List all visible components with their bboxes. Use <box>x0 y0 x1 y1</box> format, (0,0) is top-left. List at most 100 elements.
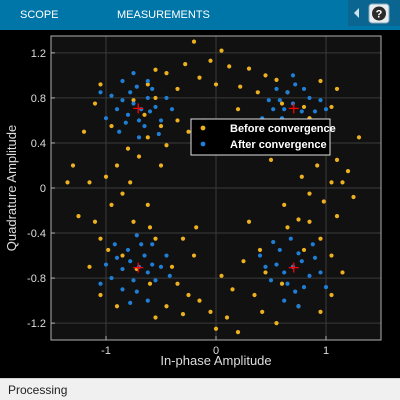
point-before-convergence <box>340 270 345 275</box>
point-after-convergence <box>153 104 158 110</box>
point-after-convergence <box>145 270 150 275</box>
point-before-convergence <box>147 281 153 286</box>
point-after-convergence <box>257 253 263 258</box>
point-before-convergence <box>197 75 202 80</box>
point-before-convergence <box>87 180 92 185</box>
point-after-convergence <box>263 264 268 269</box>
point-after-convergence <box>150 86 155 92</box>
legend[interactable]: Before convergence After convergence <box>190 118 336 156</box>
point-before-convergence <box>263 73 268 78</box>
svg-text:?: ? <box>376 9 383 21</box>
point-before-convergence <box>235 107 241 112</box>
point-after-convergence <box>293 289 298 294</box>
point-after-convergence <box>128 259 133 264</box>
point-after-convergence <box>282 107 287 112</box>
point-before-convergence <box>106 247 111 253</box>
point-before-convergence <box>109 123 114 129</box>
point-after-convergence <box>134 84 139 89</box>
point-before-convergence <box>145 82 150 87</box>
point-before-convergence <box>98 292 103 298</box>
y-axis-label: Quadrature Amplitude <box>4 125 19 251</box>
point-before-convergence <box>142 112 147 117</box>
point-before-convergence <box>334 157 340 162</box>
point-after-convergence <box>164 253 169 258</box>
point-after-convergence <box>142 123 147 129</box>
point-after-convergence <box>131 101 136 106</box>
point-after-convergence <box>296 251 301 256</box>
help-area: ? <box>342 0 400 30</box>
point-after-convergence <box>285 281 290 286</box>
point-before-convergence <box>153 236 158 241</box>
point-after-convergence <box>120 287 125 292</box>
point-after-convergence <box>277 98 282 103</box>
point-after-convergence <box>128 300 133 305</box>
help-question-icon[interactable]: ? <box>368 3 390 24</box>
point-before-convergence <box>213 326 219 331</box>
point-after-convergence <box>134 233 139 238</box>
y-tick-label: 0 <box>40 183 46 195</box>
point-after-convergence <box>109 275 114 281</box>
point-before-convergence <box>213 82 219 87</box>
point-after-convergence <box>301 86 307 92</box>
point-before-convergence <box>318 78 323 84</box>
reference-point-marker <box>288 103 299 114</box>
y-tick-label: -0.4 <box>27 228 46 240</box>
point-before-convergence <box>334 86 340 92</box>
point-before-convergence <box>208 309 213 314</box>
point-before-convergence <box>114 304 120 309</box>
point-after-convergence <box>296 304 301 309</box>
point-before-convergence <box>103 174 109 179</box>
point-before-convergence <box>191 39 197 44</box>
x-tick-label: 1 <box>323 345 329 357</box>
point-before-convergence <box>153 67 158 72</box>
point-before-convergence <box>274 77 279 83</box>
y-tick-labels: 1.2 0.8 0.4 0 -0.4 -0.8 -1.2 <box>27 48 46 330</box>
point-after-convergence <box>277 247 282 253</box>
point-after-convergence <box>120 78 125 84</box>
point-before-convergence <box>120 191 125 196</box>
point-after-convergence <box>150 262 155 267</box>
point-after-convergence <box>136 118 142 123</box>
point-after-convergence <box>147 109 153 114</box>
point-after-convergence <box>318 98 323 103</box>
point-before-convergence <box>268 157 274 162</box>
point-after-convergence <box>274 262 279 267</box>
point-before-convergence <box>246 219 252 224</box>
point-before-convergence <box>92 101 98 106</box>
point-after-convergence <box>120 266 125 272</box>
point-after-convergence <box>125 112 131 117</box>
tab-scope[interactable]: SCOPE <box>20 9 59 21</box>
point-before-convergence <box>224 315 230 320</box>
point-before-convergence <box>153 95 158 101</box>
point-before-convergence <box>164 71 169 76</box>
point-after-convergence <box>323 284 329 290</box>
point-before-convergence <box>299 174 304 179</box>
point-before-convergence <box>120 253 125 258</box>
point-before-convergence <box>180 236 186 241</box>
point-after-convergence <box>285 90 290 95</box>
x-tick-labels: -1 0 1 <box>101 345 329 357</box>
point-after-convergence <box>123 120 128 125</box>
point-before-convergence <box>329 253 334 258</box>
point-before-convergence <box>145 135 150 140</box>
point-after-convergence <box>169 107 175 112</box>
x-axis-label: In-phase Amplitude <box>160 353 271 368</box>
point-before-convergence <box>257 247 263 253</box>
point-after-convergence <box>301 284 307 290</box>
point-before-convergence <box>219 273 224 278</box>
axes-box <box>50 35 382 341</box>
point-before-convergence <box>318 236 323 241</box>
status-text: Processing <box>8 383 68 397</box>
point-before-convergence <box>175 118 180 123</box>
point-before-convergence <box>340 180 345 185</box>
point-after-convergence <box>282 298 287 303</box>
legend-marker-after <box>200 141 206 147</box>
y-tick-label: -0.8 <box>27 273 46 285</box>
point-after-convergence <box>158 264 164 269</box>
point-before-convergence <box>194 225 199 230</box>
point-before-convergence <box>197 298 202 303</box>
tab-measurements[interactable]: MEASUREMENTS <box>117 9 210 21</box>
point-before-convergence <box>219 48 224 53</box>
y-tick-label: 0.4 <box>31 138 46 150</box>
point-after-convergence <box>103 262 109 267</box>
